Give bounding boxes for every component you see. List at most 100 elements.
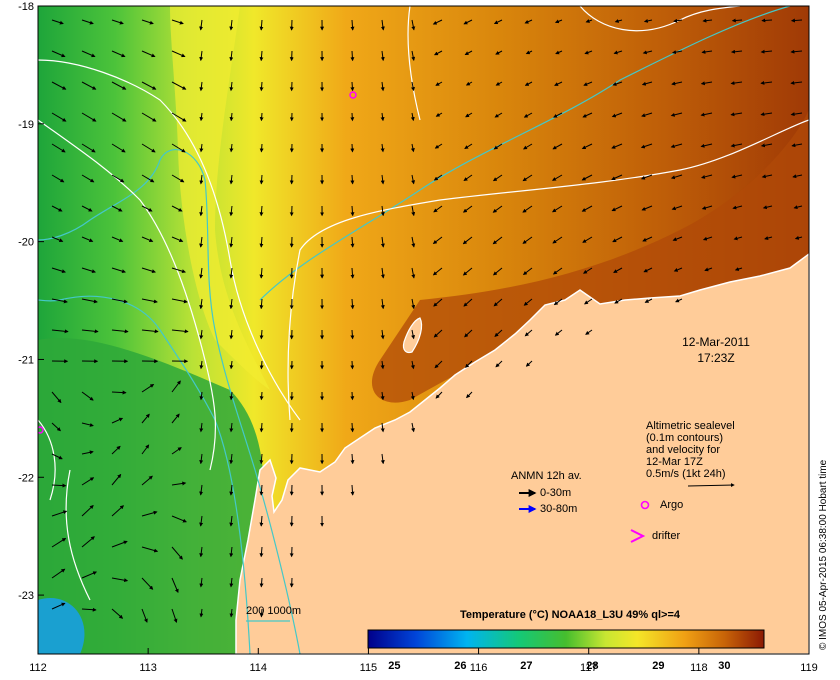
velocity-arrow (141, 298, 158, 304)
velocity-arrow (466, 391, 473, 399)
colorbar-title: Temperature (°C) NOAA18_L3U 49% ql>=4 (460, 609, 681, 621)
velocity-arrow (111, 577, 129, 583)
velocity-arrow (671, 81, 683, 86)
velocity-arrow (259, 360, 264, 370)
velocity-arrow (141, 19, 154, 25)
velocity-arrow (111, 473, 122, 486)
velocity-arrow (555, 50, 563, 55)
velocity-arrow (171, 298, 188, 304)
velocity-arrow (411, 50, 416, 61)
velocity-arrow (612, 81, 623, 86)
velocity-arrow (199, 546, 204, 558)
velocity-arrow (111, 81, 127, 90)
velocity-arrow (111, 143, 126, 153)
velocity-arrow (380, 81, 385, 92)
velocity-arrow (229, 329, 234, 340)
velocity-arrow (380, 50, 385, 62)
velocity-arrow (432, 236, 443, 244)
velocity-arrow (229, 484, 234, 496)
velocity-arrow (199, 608, 204, 618)
velocity-arrow (259, 422, 264, 433)
velocity-arrow (435, 391, 443, 399)
velocity-arrow (111, 298, 128, 304)
velocity-arrow (732, 205, 743, 210)
velocity-arrow (380, 391, 385, 401)
velocity-arrow (350, 81, 355, 92)
velocity-arrow (199, 453, 204, 465)
velocity-arrow (522, 267, 533, 275)
velocity-arrow (141, 267, 156, 274)
velocity-arrow (199, 174, 204, 185)
velocity-arrow (492, 174, 503, 182)
velocity-arrow (350, 298, 355, 310)
velocity-arrow (199, 484, 204, 496)
map-date: 12-Mar-2011 (682, 335, 750, 349)
colorbar-tick-label: 26 (454, 660, 466, 672)
y-tick-label: -19 (18, 119, 34, 131)
colorbar-tick-label: 25 (388, 660, 400, 672)
velocity-arrow (434, 143, 443, 149)
velocity-arrow (51, 602, 66, 610)
velocity-arrow (552, 236, 563, 244)
velocity-arrow (553, 112, 563, 118)
velocity-arrow (583, 81, 593, 86)
velocity-arrow (432, 19, 443, 25)
velocity-arrow (81, 205, 93, 212)
velocity-arrow (492, 205, 503, 213)
velocity-arrow (464, 143, 473, 150)
velocity-arrow (791, 143, 803, 148)
velocity-arrow (582, 112, 593, 118)
velocity-arrow (199, 267, 204, 279)
velocity-arrow (141, 329, 159, 334)
velocity-arrow (463, 19, 473, 25)
velocity-arrow (380, 112, 385, 122)
velocity-arrow (81, 143, 96, 153)
velocity-arrow (199, 391, 204, 401)
velocity-arrow (410, 112, 415, 122)
velocity-arrow (702, 236, 713, 241)
x-tick-label: 112 (29, 662, 47, 674)
velocity-arrow (411, 422, 416, 433)
velocity-arrow (584, 50, 593, 55)
velocity-arrow (641, 81, 653, 86)
velocity-arrow (380, 174, 385, 185)
velocity-arrow (614, 298, 623, 304)
velocity-arrow (380, 298, 385, 310)
velocity-arrow (111, 329, 129, 334)
velocity-arrow (701, 174, 713, 179)
velocity-arrow (111, 390, 127, 395)
velocity-arrow (411, 267, 416, 279)
velocity-arrow (673, 18, 683, 23)
velocity-arrow (525, 360, 533, 367)
velocity-arrow (171, 515, 187, 523)
velocity-arrow (199, 515, 204, 527)
velocity-arrow (731, 49, 743, 54)
velocity-arrow (229, 19, 234, 31)
velocity-arrow (111, 50, 126, 58)
velocity-arrow (81, 298, 98, 304)
velocity-arrow (51, 112, 67, 122)
argo-float-marker (349, 91, 357, 99)
velocity-arrow (141, 444, 150, 455)
velocity-arrow (493, 143, 503, 150)
anmn-legend-title: ANMN 12h av. (511, 470, 582, 482)
velocity-arrow (51, 267, 66, 274)
x-axis: 112 113 114 115 116 117 118 119 (29, 648, 818, 674)
velocity-arrow (229, 50, 234, 62)
velocity-arrow (495, 50, 503, 55)
velocity-arrow (410, 360, 415, 370)
velocity-arrow (495, 81, 503, 86)
velocity-arrow (670, 143, 683, 149)
sealevel-contour-6 (38, 419, 91, 601)
velocity-arrow (434, 360, 443, 369)
legend-argo: Argo (660, 499, 683, 511)
velocity-arrow (199, 422, 204, 433)
velocity-arrow (790, 49, 803, 54)
velocity-arrow (700, 143, 713, 148)
y-tick-label: -20 (18, 237, 34, 249)
x-tick-label: 116 (470, 662, 488, 674)
velocity-arrow (171, 174, 185, 183)
velocity-arrow (611, 174, 623, 181)
velocity-arrow (229, 112, 234, 122)
legend-isobaths: 200 1000m (246, 605, 301, 617)
